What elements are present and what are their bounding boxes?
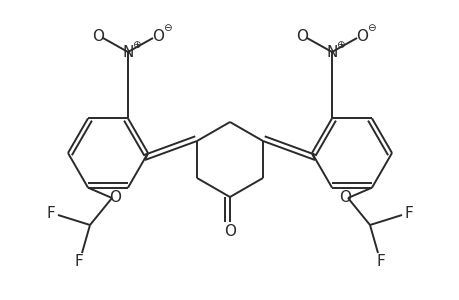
Text: O: O: [151, 28, 164, 44]
Text: ⊖: ⊖: [162, 23, 171, 33]
Text: ⊕: ⊕: [335, 40, 344, 50]
Text: N: N: [122, 44, 134, 59]
Text: O: O: [109, 190, 121, 206]
Text: F: F: [404, 206, 413, 220]
Text: O: O: [355, 28, 367, 44]
Text: F: F: [46, 206, 55, 220]
Text: ⊖: ⊖: [366, 23, 375, 33]
Text: O: O: [224, 224, 235, 238]
Text: O: O: [295, 28, 308, 44]
Text: ⊕: ⊕: [131, 40, 140, 50]
Text: N: N: [325, 44, 337, 59]
Text: O: O: [338, 190, 350, 206]
Text: F: F: [376, 254, 385, 268]
Text: O: O: [92, 28, 104, 44]
Text: F: F: [74, 254, 83, 268]
